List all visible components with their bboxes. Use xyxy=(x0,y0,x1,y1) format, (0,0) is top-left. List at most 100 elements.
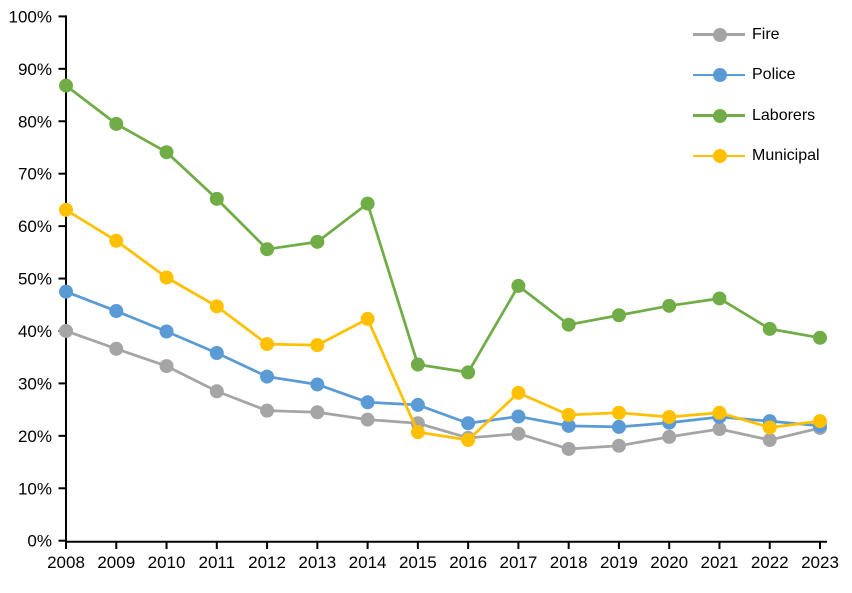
data-point-police-2014 xyxy=(360,395,375,410)
data-point-fire-2013 xyxy=(310,405,325,420)
x-axis-label: 2008 xyxy=(47,553,85,572)
data-point-police-2012 xyxy=(260,369,275,384)
data-point-laborers-2015 xyxy=(410,357,425,372)
x-axis-label: 2015 xyxy=(399,553,437,572)
legend-swatch-police xyxy=(693,68,745,82)
data-point-laborers-2014 xyxy=(360,196,375,211)
legend-label-police: Police xyxy=(752,66,796,83)
data-point-laborers-2012 xyxy=(260,242,275,257)
legend: Fire Police Laborers Municipal xyxy=(693,0,843,180)
x-axis-label: 2020 xyxy=(650,553,688,572)
x-axis-label: 2013 xyxy=(298,553,336,572)
data-point-laborers-2019 xyxy=(611,308,626,323)
x-axis-label: 2021 xyxy=(701,553,739,572)
y-axis-label: 20% xyxy=(18,427,52,446)
legend-item-fire: Fire xyxy=(693,25,780,43)
series-line-police xyxy=(65,290,821,429)
y-axis-label: 40% xyxy=(18,322,52,341)
x-axis-label: 2022 xyxy=(751,553,789,572)
series-line-municipal xyxy=(65,208,821,442)
data-point-fire-2014 xyxy=(360,412,375,427)
data-point-police-2011 xyxy=(209,346,224,361)
data-point-laborers-2023 xyxy=(813,330,827,345)
legend-label-municipal: Municipal xyxy=(752,147,820,164)
data-point-municipal-2017 xyxy=(511,385,526,400)
x-axis-label: 2023 xyxy=(801,553,839,572)
data-point-police-2018 xyxy=(561,418,576,433)
legend-item-municipal: Municipal xyxy=(693,147,820,164)
x-axis-label: 2011 xyxy=(199,553,236,572)
y-axis-label: 30% xyxy=(18,374,52,393)
data-point-municipal-2011 xyxy=(209,299,224,314)
data-point-fire-2009 xyxy=(109,341,124,356)
x-axis-label: 2014 xyxy=(349,553,387,572)
series-line-fire xyxy=(65,329,821,451)
data-point-laborers-2022 xyxy=(762,321,777,336)
data-point-laborers-2008 xyxy=(59,78,73,93)
data-point-laborers-2009 xyxy=(109,116,124,131)
data-point-municipal-2014 xyxy=(360,311,375,326)
x-axis-label: 2012 xyxy=(248,553,286,572)
data-point-municipal-2023 xyxy=(813,414,827,429)
legend-label-laborers: Laborers xyxy=(752,106,816,124)
data-point-fire-2020 xyxy=(662,429,677,444)
legend-swatch-municipal xyxy=(693,149,745,163)
x-axis-label: 2016 xyxy=(449,553,487,572)
data-point-fire-2018 xyxy=(561,441,576,456)
data-point-municipal-2019 xyxy=(611,405,626,420)
data-point-fire-2011 xyxy=(209,384,224,399)
legend-label-fire: Fire xyxy=(752,25,780,43)
x-axis-label: 2018 xyxy=(550,553,588,572)
series-line-laborers xyxy=(65,84,821,374)
data-point-laborers-2011 xyxy=(209,191,224,206)
x-axis-label: 2009 xyxy=(97,553,135,572)
data-point-police-2015 xyxy=(410,397,425,412)
y-axis-label: 10% xyxy=(18,479,52,498)
data-point-laborers-2016 xyxy=(461,365,476,380)
y-axis-label: 80% xyxy=(18,112,52,131)
data-point-fire-2017 xyxy=(511,426,526,441)
data-point-laborers-2018 xyxy=(561,317,576,332)
y-axis-label: 100% xyxy=(9,7,52,26)
x-axis-label: 2017 xyxy=(499,553,537,572)
data-point-police-2010 xyxy=(159,324,174,339)
y-axis-label: 60% xyxy=(18,217,52,236)
data-point-laborers-2013 xyxy=(310,234,325,249)
data-point-police-2009 xyxy=(109,304,124,319)
y-axis-label: 0% xyxy=(27,532,52,551)
data-point-municipal-2015 xyxy=(410,425,425,440)
data-point-police-2008 xyxy=(59,284,73,299)
data-point-fire-2012 xyxy=(260,403,275,418)
data-point-laborers-2020 xyxy=(662,298,677,313)
data-point-fire-2008 xyxy=(59,323,73,338)
x-axis-label: 2010 xyxy=(148,553,186,572)
data-point-police-2017 xyxy=(511,409,526,424)
data-point-municipal-2021 xyxy=(712,405,727,420)
data-point-municipal-2009 xyxy=(109,233,124,248)
data-point-municipal-2013 xyxy=(310,338,325,353)
data-point-fire-2021 xyxy=(712,422,727,437)
y-axis-label: 50% xyxy=(18,270,52,289)
legend-swatch-fire xyxy=(693,27,745,42)
data-point-laborers-2021 xyxy=(712,291,727,306)
legend-swatch-laborers xyxy=(693,108,745,123)
data-point-police-2016 xyxy=(461,416,476,431)
y-axis-label: 70% xyxy=(18,165,52,184)
data-point-municipal-2020 xyxy=(662,409,677,424)
data-point-municipal-2008 xyxy=(59,202,73,217)
data-point-police-2013 xyxy=(310,377,325,392)
legend-item-laborers: Laborers xyxy=(693,106,816,124)
data-point-fire-2022 xyxy=(762,433,777,448)
data-point-municipal-2010 xyxy=(159,270,174,285)
data-point-laborers-2010 xyxy=(159,145,174,160)
data-point-fire-2010 xyxy=(159,359,174,374)
data-point-municipal-2022 xyxy=(762,420,777,435)
data-point-fire-2019 xyxy=(611,438,626,453)
data-point-municipal-2012 xyxy=(260,337,275,352)
data-point-municipal-2016 xyxy=(461,433,476,448)
data-point-laborers-2017 xyxy=(511,278,526,293)
y-axis-label: 90% xyxy=(18,60,52,79)
legend-item-police: Police xyxy=(693,66,796,83)
data-point-police-2019 xyxy=(611,419,626,434)
